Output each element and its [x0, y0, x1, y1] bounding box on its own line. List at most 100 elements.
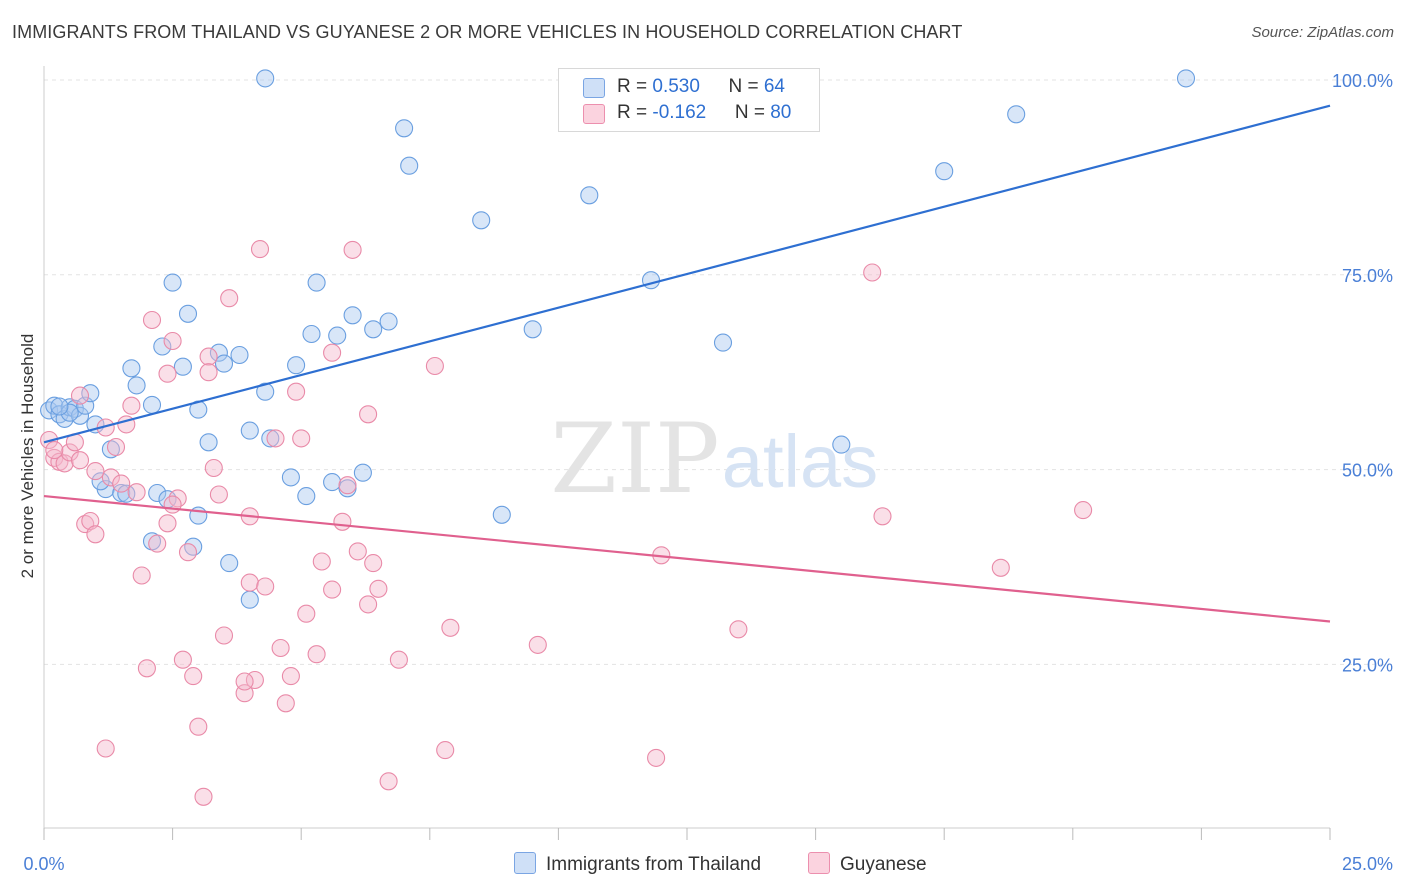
thailand-point — [379, 312, 398, 331]
guyanese-swatch — [583, 104, 605, 124]
guyanese-point — [199, 363, 218, 382]
thailand-point — [220, 554, 239, 573]
guyanese-point — [441, 618, 460, 637]
guyanese-point — [199, 347, 218, 366]
thailand-point — [364, 320, 383, 339]
guyanese-point — [281, 667, 300, 686]
guyanese-point — [991, 558, 1010, 577]
guyanese-point — [173, 650, 192, 669]
thailand-point — [935, 162, 954, 181]
thailand-point — [70, 406, 90, 425]
legend-label-guyanese: Guyanese — [840, 854, 927, 875]
guyanese-point — [359, 595, 378, 614]
legend-item-thailand: Immigrants from Thailand — [514, 852, 761, 876]
guyanese-point — [256, 577, 275, 596]
thailand-point — [45, 396, 64, 415]
guyanese-point — [863, 263, 882, 282]
tick-labels: 100.0% 75.0% 50.0% 25.0% 0.0% 25.0% — [23, 71, 1393, 874]
thailand-point — [1176, 69, 1196, 88]
guyanese-point — [70, 386, 90, 405]
thailand-point — [153, 337, 172, 356]
guyanese-point — [271, 638, 290, 658]
guyanese-point — [389, 650, 408, 669]
guyanese-point — [209, 485, 228, 504]
thailand-point — [281, 468, 300, 487]
thailand-point — [230, 345, 249, 365]
guyanese-point — [148, 534, 167, 553]
thailand-point — [395, 119, 414, 138]
guyanese-point — [220, 289, 239, 308]
guyanese-point — [312, 552, 331, 571]
guyanese-point — [158, 514, 177, 533]
guyanese-point — [194, 787, 213, 806]
n-label: N = — [734, 102, 771, 123]
guyanese-point — [359, 405, 378, 424]
thailand-point — [472, 211, 491, 230]
guyanese-point — [323, 343, 342, 362]
guyanese-point — [276, 694, 295, 713]
guyanese-point — [45, 441, 64, 460]
guyanese-point — [307, 645, 326, 664]
thailand-point — [323, 473, 342, 492]
thailand-point — [256, 69, 275, 88]
thailand-point — [240, 590, 259, 609]
thailand-point — [302, 324, 321, 344]
thailand-point — [713, 333, 733, 352]
y-tick-label: 25.0% — [1342, 655, 1393, 675]
guyanese-point — [86, 462, 105, 481]
y-tick-label: 75.0% — [1342, 266, 1393, 286]
y-tick-label: 100.0% — [1332, 71, 1393, 91]
thailand-point — [184, 537, 203, 556]
thailand-point — [261, 429, 280, 448]
n-value-guyanese: 80 — [770, 102, 792, 123]
guyanese-point — [106, 437, 126, 457]
guyanese-point — [297, 604, 316, 623]
guyanese-point — [163, 331, 182, 351]
guyanese-point — [189, 717, 208, 736]
thailand-point — [50, 397, 69, 416]
thailand-point — [328, 326, 347, 345]
thailand-point — [122, 359, 141, 378]
legend-item-guyanese: Guyanese — [808, 852, 927, 876]
guyanese-point — [729, 620, 748, 639]
guyanese-point — [158, 364, 177, 383]
guyanese-point — [127, 483, 146, 502]
y-tick-label: 50.0% — [1342, 461, 1393, 481]
thailand-point — [343, 306, 362, 325]
guyanese-point — [184, 667, 203, 686]
thailand-trend-line — [43, 104, 1331, 444]
thailand-point — [832, 435, 851, 454]
thailand-point — [112, 483, 131, 503]
guyanese-point — [369, 579, 388, 598]
guyanese-point — [338, 476, 357, 495]
trend-lines — [43, 104, 1331, 623]
thailand-point — [297, 487, 316, 506]
source-credit: Source: ZipAtlas.com — [1251, 24, 1394, 41]
guyanese-point — [323, 580, 342, 599]
thailand-swatch — [583, 78, 605, 98]
thailand-point — [214, 354, 234, 373]
guyanese-point — [333, 512, 352, 531]
guyanese-point — [1074, 501, 1093, 520]
r-value-guyanese: -0.162 — [652, 102, 707, 123]
guyanese-point — [287, 382, 306, 401]
guyanese-point — [163, 495, 182, 514]
thailand-point — [256, 382, 275, 401]
guyanese-point — [204, 458, 223, 478]
guyanese-point — [142, 310, 162, 330]
thailand-point — [127, 376, 146, 395]
guyanese-point — [348, 542, 367, 561]
r-value-thailand: 0.530 — [652, 76, 700, 97]
guyanese-point — [266, 429, 285, 448]
thailand-point — [173, 357, 192, 376]
watermark-zip: ZIP — [550, 403, 719, 515]
guyanese-point — [436, 741, 455, 760]
guyanese-point — [250, 240, 270, 259]
chart-title: IMMIGRANTS FROM THAILAND VS GUYANESE 2 O… — [12, 22, 963, 42]
guyanese-point — [112, 474, 131, 493]
thailand-point — [163, 273, 182, 292]
r-label: R = — [617, 76, 653, 97]
n-label: N = — [728, 76, 764, 97]
guyanese-point — [96, 739, 115, 758]
